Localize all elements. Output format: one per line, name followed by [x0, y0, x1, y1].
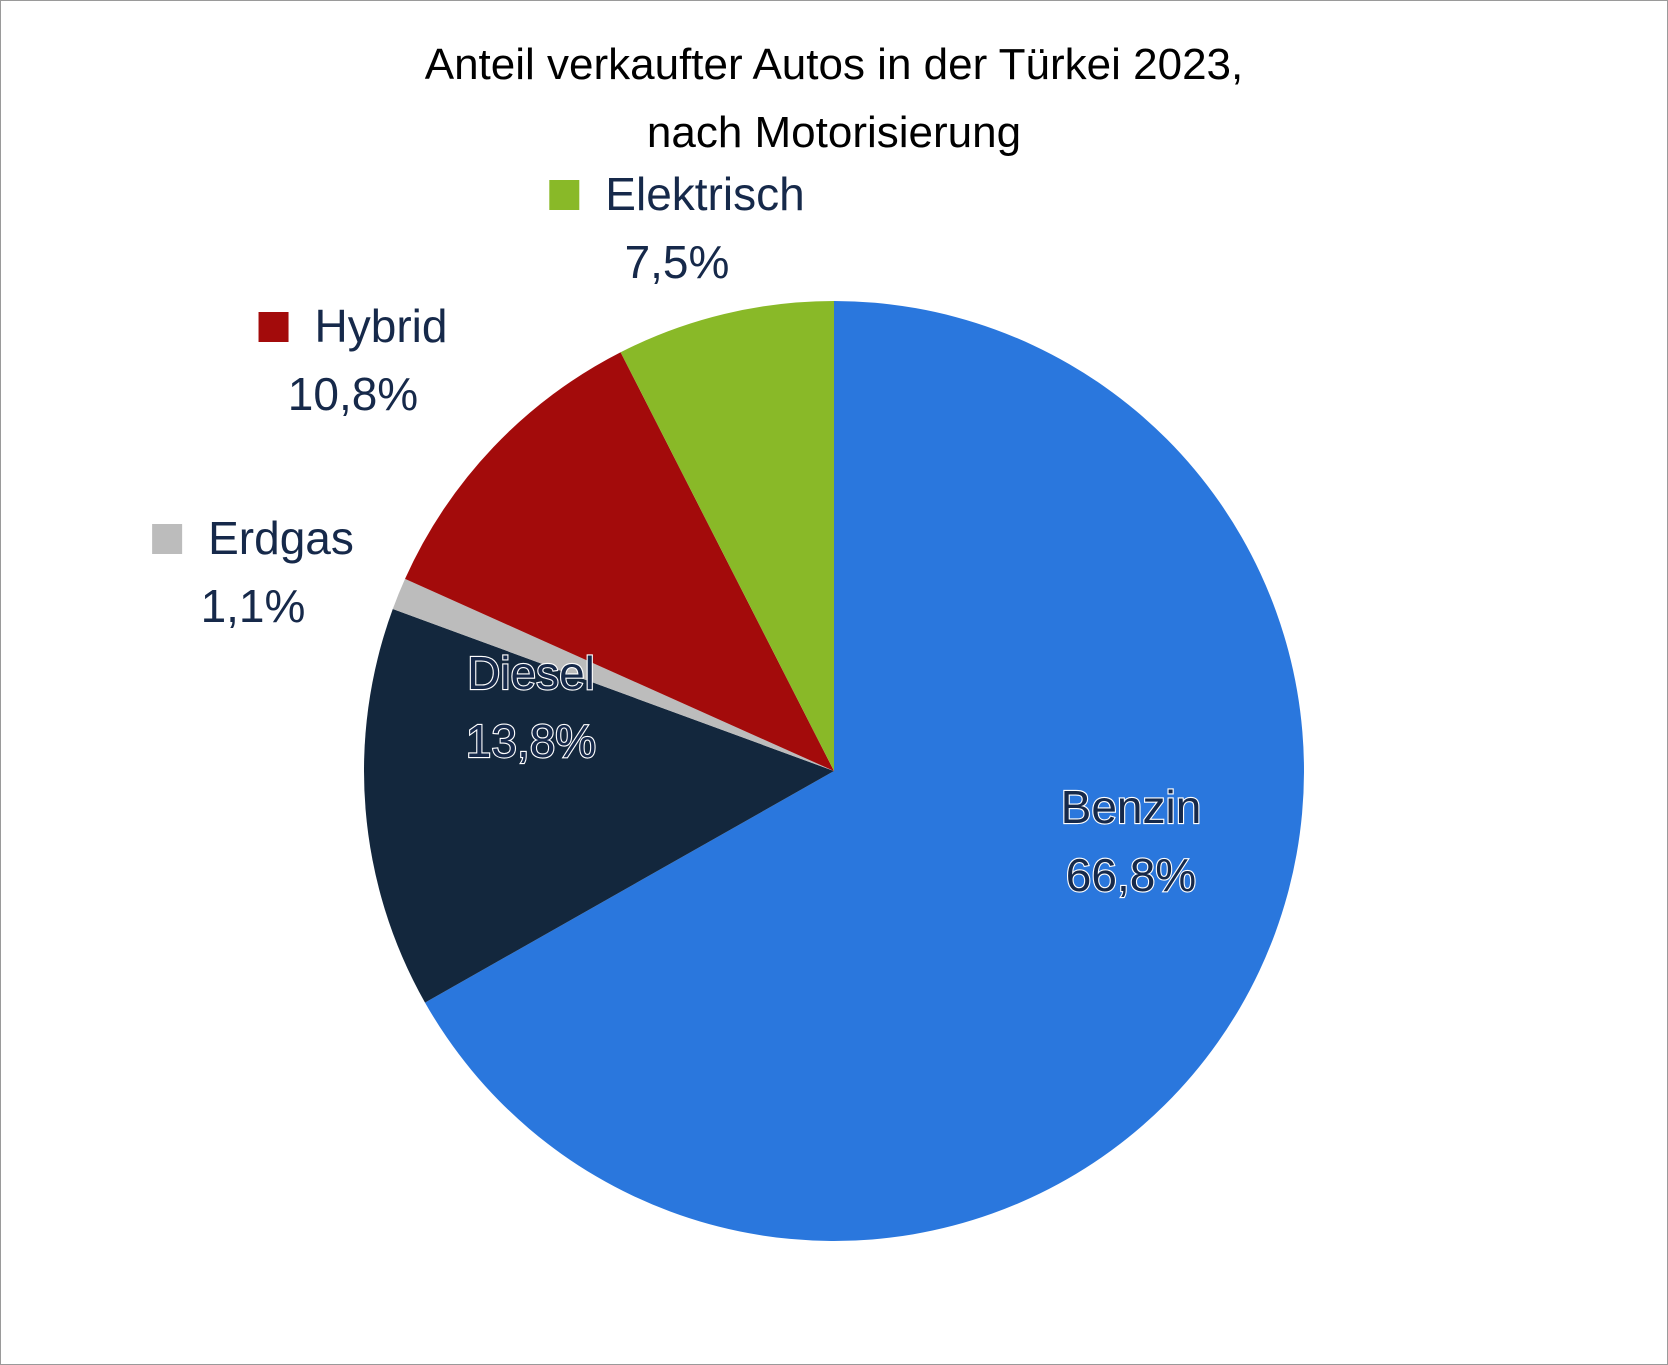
pie-slice-elektrisch: [620, 301, 834, 771]
slice-labels: Benzin 66,8% Diesel 13,8% Erdgas 1,1% Hybrid 10…: [152, 168, 1203, 902]
pie-slice-erdgas: [392, 578, 834, 771]
legend-marker-erdgas: [152, 524, 183, 554]
slice-name-diesel: Diesel: [467, 647, 595, 699]
slice-name-elektrisch: Elektrisch: [605, 168, 804, 220]
slice-value-benzin: 66,8%: [1066, 849, 1196, 901]
pie-slice-diesel: [363, 609, 834, 1003]
slice-label-hybrid: Hybrid 10,8%: [258, 300, 448, 420]
slice-label-diesel: Diesel 13,8%: [465, 646, 598, 768]
slice-name-erdgas: Erdgas: [208, 512, 354, 564]
slice-value-hybrid: 10,8%: [288, 368, 418, 420]
slice-value-erdgas: 1,1%: [201, 580, 306, 632]
chart-title-line-2: nach Motorisierung: [647, 108, 1021, 157]
slice-label-elektrisch: Elektrisch 7,5%: [549, 168, 805, 288]
pie-slice-benzin: [425, 301, 1304, 1241]
chart-title-line-1: Anteil verkaufter Autos in der Türkei 20…: [425, 40, 1244, 89]
slice-value-diesel: 13,8%: [466, 715, 596, 767]
pie-slice-hybrid: [405, 352, 834, 771]
pie-slices: [363, 301, 1304, 1241]
slice-label-erdgas: Erdgas 1,1%: [152, 512, 354, 632]
slice-name-benzin: Benzin: [1061, 781, 1202, 833]
legend-marker-hybrid: [258, 312, 289, 342]
slice-label-benzin: Benzin 66,8%: [1060, 780, 1203, 902]
chart-title: Anteil verkaufter Autos in der Türkei 20…: [425, 40, 1244, 157]
legend-marker-elektrisch: [549, 180, 580, 210]
slice-value-elektrisch: 7,5%: [625, 236, 730, 288]
slice-name-hybrid: Hybrid: [315, 300, 448, 352]
